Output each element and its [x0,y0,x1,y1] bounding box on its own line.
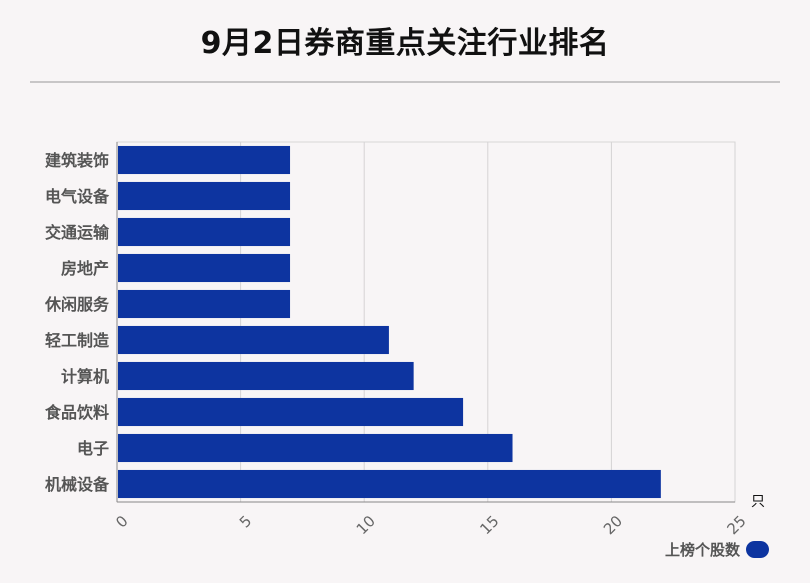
x-tick-label: 5 [236,512,255,531]
y-tick-label: 电气设备 [45,187,110,206]
bar[interactable] [118,433,513,463]
legend: 上榜个股数 [665,539,769,560]
x-unit-label: 只 [751,494,765,510]
y-tick-label: 轻工制造 [45,331,110,350]
y-tick-label: 交通运输 [45,223,110,242]
y-tick-label: 电子 [77,439,109,458]
x-tick-label: 15 [476,512,502,538]
y-tick-label: 计算机 [61,367,109,386]
chart-title: 9月2日券商重点关注行业排名 [200,26,610,61]
y-tick-label: 机械设备 [45,475,110,494]
bar[interactable] [118,361,414,391]
bar[interactable] [118,181,291,211]
y-tick-label: 休闲服务 [44,295,110,314]
bar[interactable] [118,145,291,175]
x-tick-label: 10 [353,512,379,538]
x-tick-label: 20 [600,512,626,538]
y-tick-label: 建筑装饰 [45,151,109,170]
legend-swatch[interactable] [746,541,769,558]
x-tick-label: 25 [724,512,750,538]
bar[interactable] [118,325,389,355]
title-divider [30,81,780,83]
bar[interactable] [118,289,291,319]
bar[interactable] [118,397,464,427]
y-tick-label: 房地产 [61,259,109,278]
x-tick-label: 0 [112,512,131,531]
bar[interactable] [118,469,661,499]
bar[interactable] [118,253,291,283]
legend-label: 上榜个股数 [664,541,740,559]
y-tick-label: 食品饮料 [44,403,109,422]
bar[interactable] [118,217,291,247]
